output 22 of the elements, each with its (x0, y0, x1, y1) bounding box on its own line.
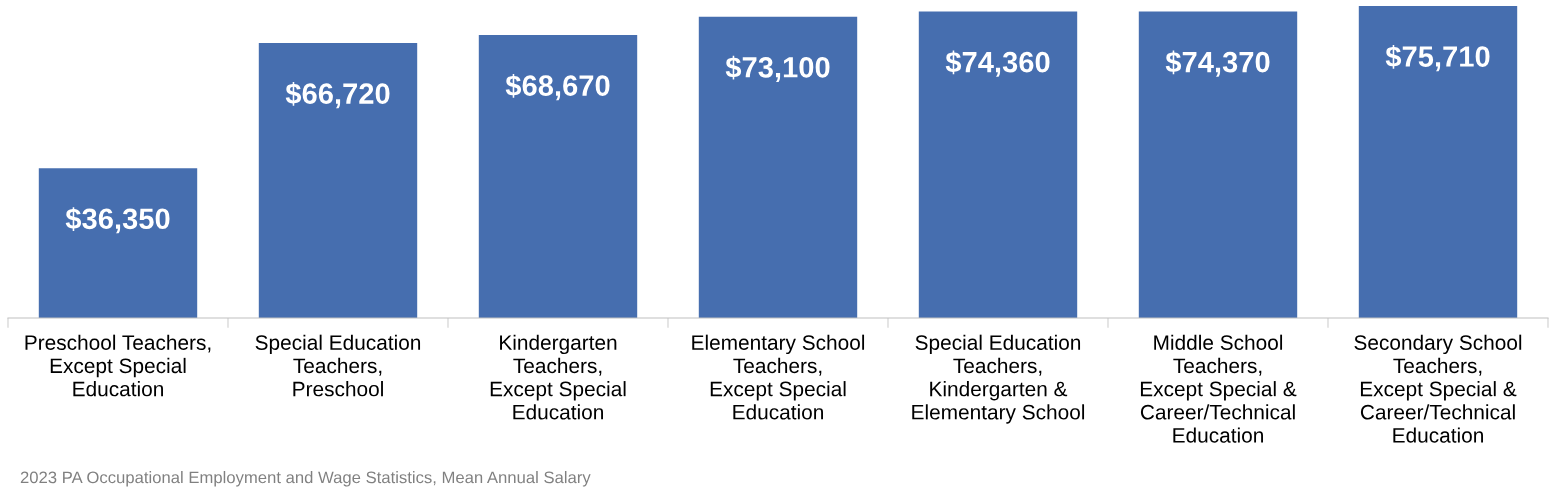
bar (478, 35, 638, 318)
data-label: $75,710 (1385, 44, 1490, 72)
text: 2023 PA Occupational Employment and Wage Statistics, Mean Annual Salary (20, 471, 591, 487)
bar (698, 16, 858, 318)
data-label: $36,350 (65, 207, 170, 234)
bar (1358, 6, 1518, 318)
data-label: $73,100 (725, 55, 830, 82)
x-tick-label: Special Education Teachers, Preschool (255, 334, 421, 397)
bar (38, 168, 198, 318)
x-tick-label: Elementary School Teachers, Except Special Education (692, 334, 865, 420)
data-label: $68,670 (505, 73, 610, 101)
data-label: $74,360 (945, 50, 1050, 77)
bar (918, 11, 1078, 318)
x-tick-label: Middle School Teachers, Except Special & Career/Technical Education (1140, 334, 1297, 443)
x-tick-label: Secondary School Teachers, Except Special & Career/Technical Education (1354, 334, 1522, 443)
x-tick-label: Special Education Teachers, Kindergarten & Elementary School (912, 334, 1085, 424)
bar (1138, 11, 1298, 318)
bar (258, 43, 418, 318)
x-tick-label: Preschool Teachers, Except Special Education (25, 334, 211, 397)
data-label: $74,370 (1165, 50, 1270, 77)
data-label: $66,720 (285, 82, 390, 109)
x-tick-label: Kindergarten Teachers, Except Special Education (490, 334, 626, 420)
